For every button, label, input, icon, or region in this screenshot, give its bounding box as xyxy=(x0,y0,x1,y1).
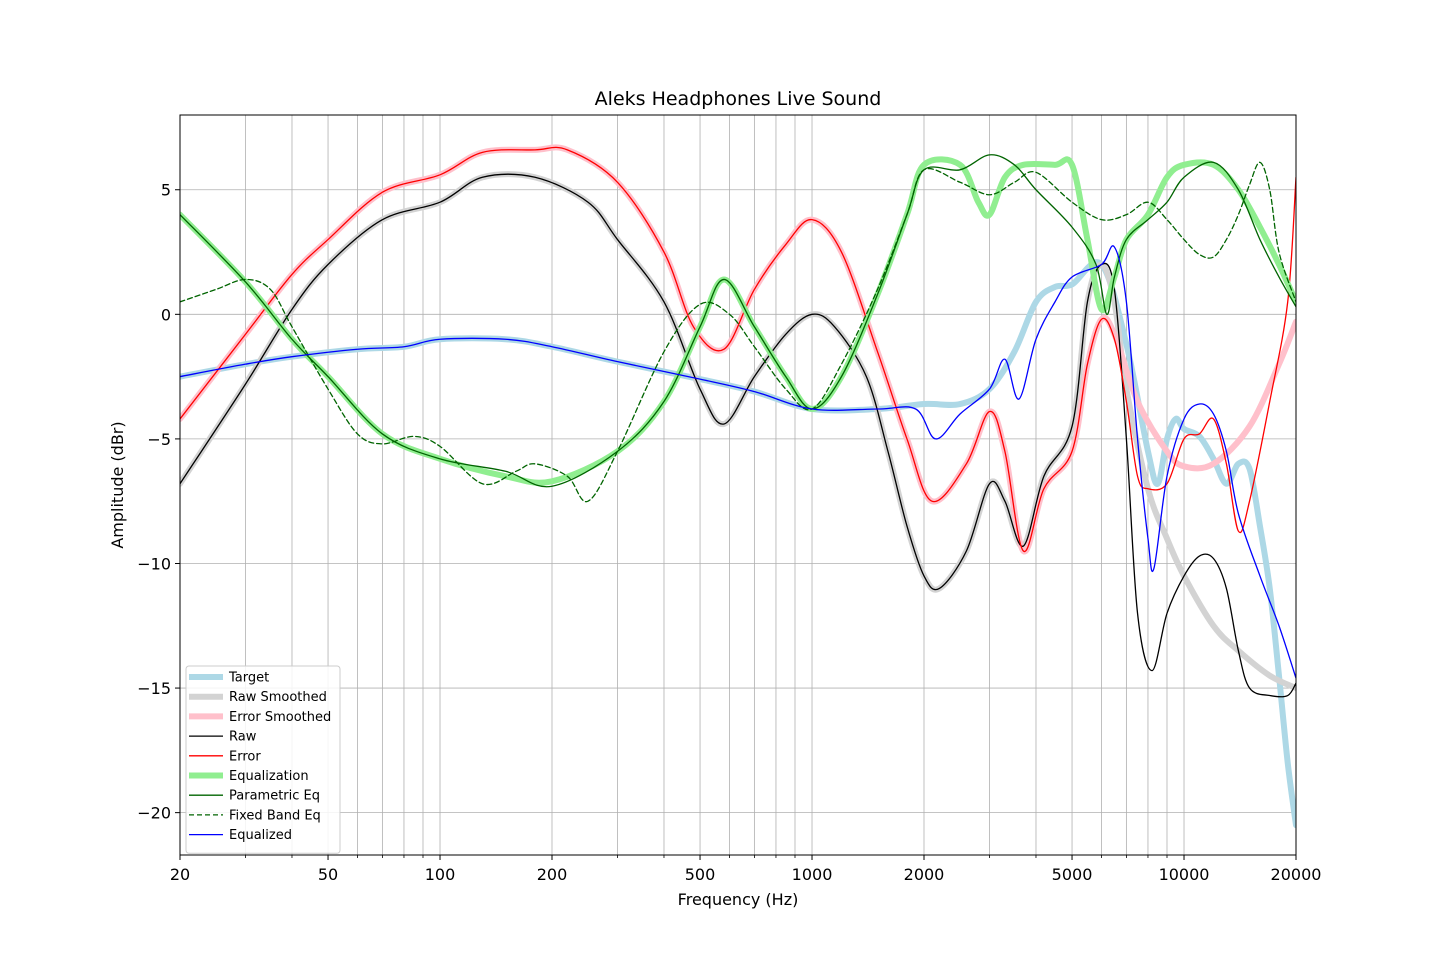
x-tick-label: 20000 xyxy=(1271,865,1322,884)
legend-entry: Raw Smoothed xyxy=(229,690,327,705)
y-tick-label: 0 xyxy=(161,305,171,324)
series-raw-smoothed xyxy=(180,171,1296,692)
chart-title: Aleks Headphones Live Sound xyxy=(595,88,882,110)
x-tick-label: 5000 xyxy=(1052,865,1093,884)
x-tick-label: 20 xyxy=(170,865,190,884)
legend: Target Raw Smoothed Error Smoothed Raw Error… xyxy=(185,665,341,854)
x-tick-label: 200 xyxy=(537,865,568,884)
x-tick-label: 1000 xyxy=(792,865,833,884)
legend-entry: Raw xyxy=(229,730,257,745)
legend-box xyxy=(185,665,341,854)
y-tick-label: −5 xyxy=(147,430,171,449)
x-tick-label: 100 xyxy=(425,865,456,884)
legend-entry: Error xyxy=(229,749,261,764)
plot-frame xyxy=(179,114,1297,856)
y-axis: 5 0 −5 −10 −15 −20 xyxy=(137,181,180,823)
series-error xyxy=(180,146,1296,552)
y-tick-label: −20 xyxy=(137,804,171,823)
x-tick-label: 500 xyxy=(685,865,716,884)
series-raw xyxy=(180,173,1296,698)
y-axis-label: Amplitude (dBr) xyxy=(108,421,127,548)
legend-entry: Error Smoothed xyxy=(229,710,331,725)
y-tick-label: −10 xyxy=(137,554,171,573)
legend-entry: Equalized xyxy=(229,828,292,843)
x-axis-label: Frequency (Hz) xyxy=(678,890,799,909)
series-parametric-eq xyxy=(180,154,1296,488)
x-axis: 20 50 100 200 500 1000 2000 5000 10000 20000 xyxy=(170,855,1322,884)
series-target xyxy=(180,259,1296,829)
legend-entry: Target xyxy=(228,671,269,686)
x-tick-label: 2000 xyxy=(904,865,945,884)
series-layer xyxy=(180,144,1296,829)
series-equalized xyxy=(180,245,1296,679)
legend-entry: Fixed Band Eq xyxy=(229,808,321,823)
x-tick-label: 50 xyxy=(318,865,338,884)
legend-entry: Equalization xyxy=(229,769,309,784)
x-tick-label: 10000 xyxy=(1159,865,1210,884)
y-tick-label: 5 xyxy=(161,181,171,200)
legend-entry: Parametric Eq xyxy=(229,789,320,804)
series-equalization xyxy=(180,156,1296,486)
y-tick-label: −15 xyxy=(137,679,171,698)
series-fixed-band-eq xyxy=(180,161,1296,503)
